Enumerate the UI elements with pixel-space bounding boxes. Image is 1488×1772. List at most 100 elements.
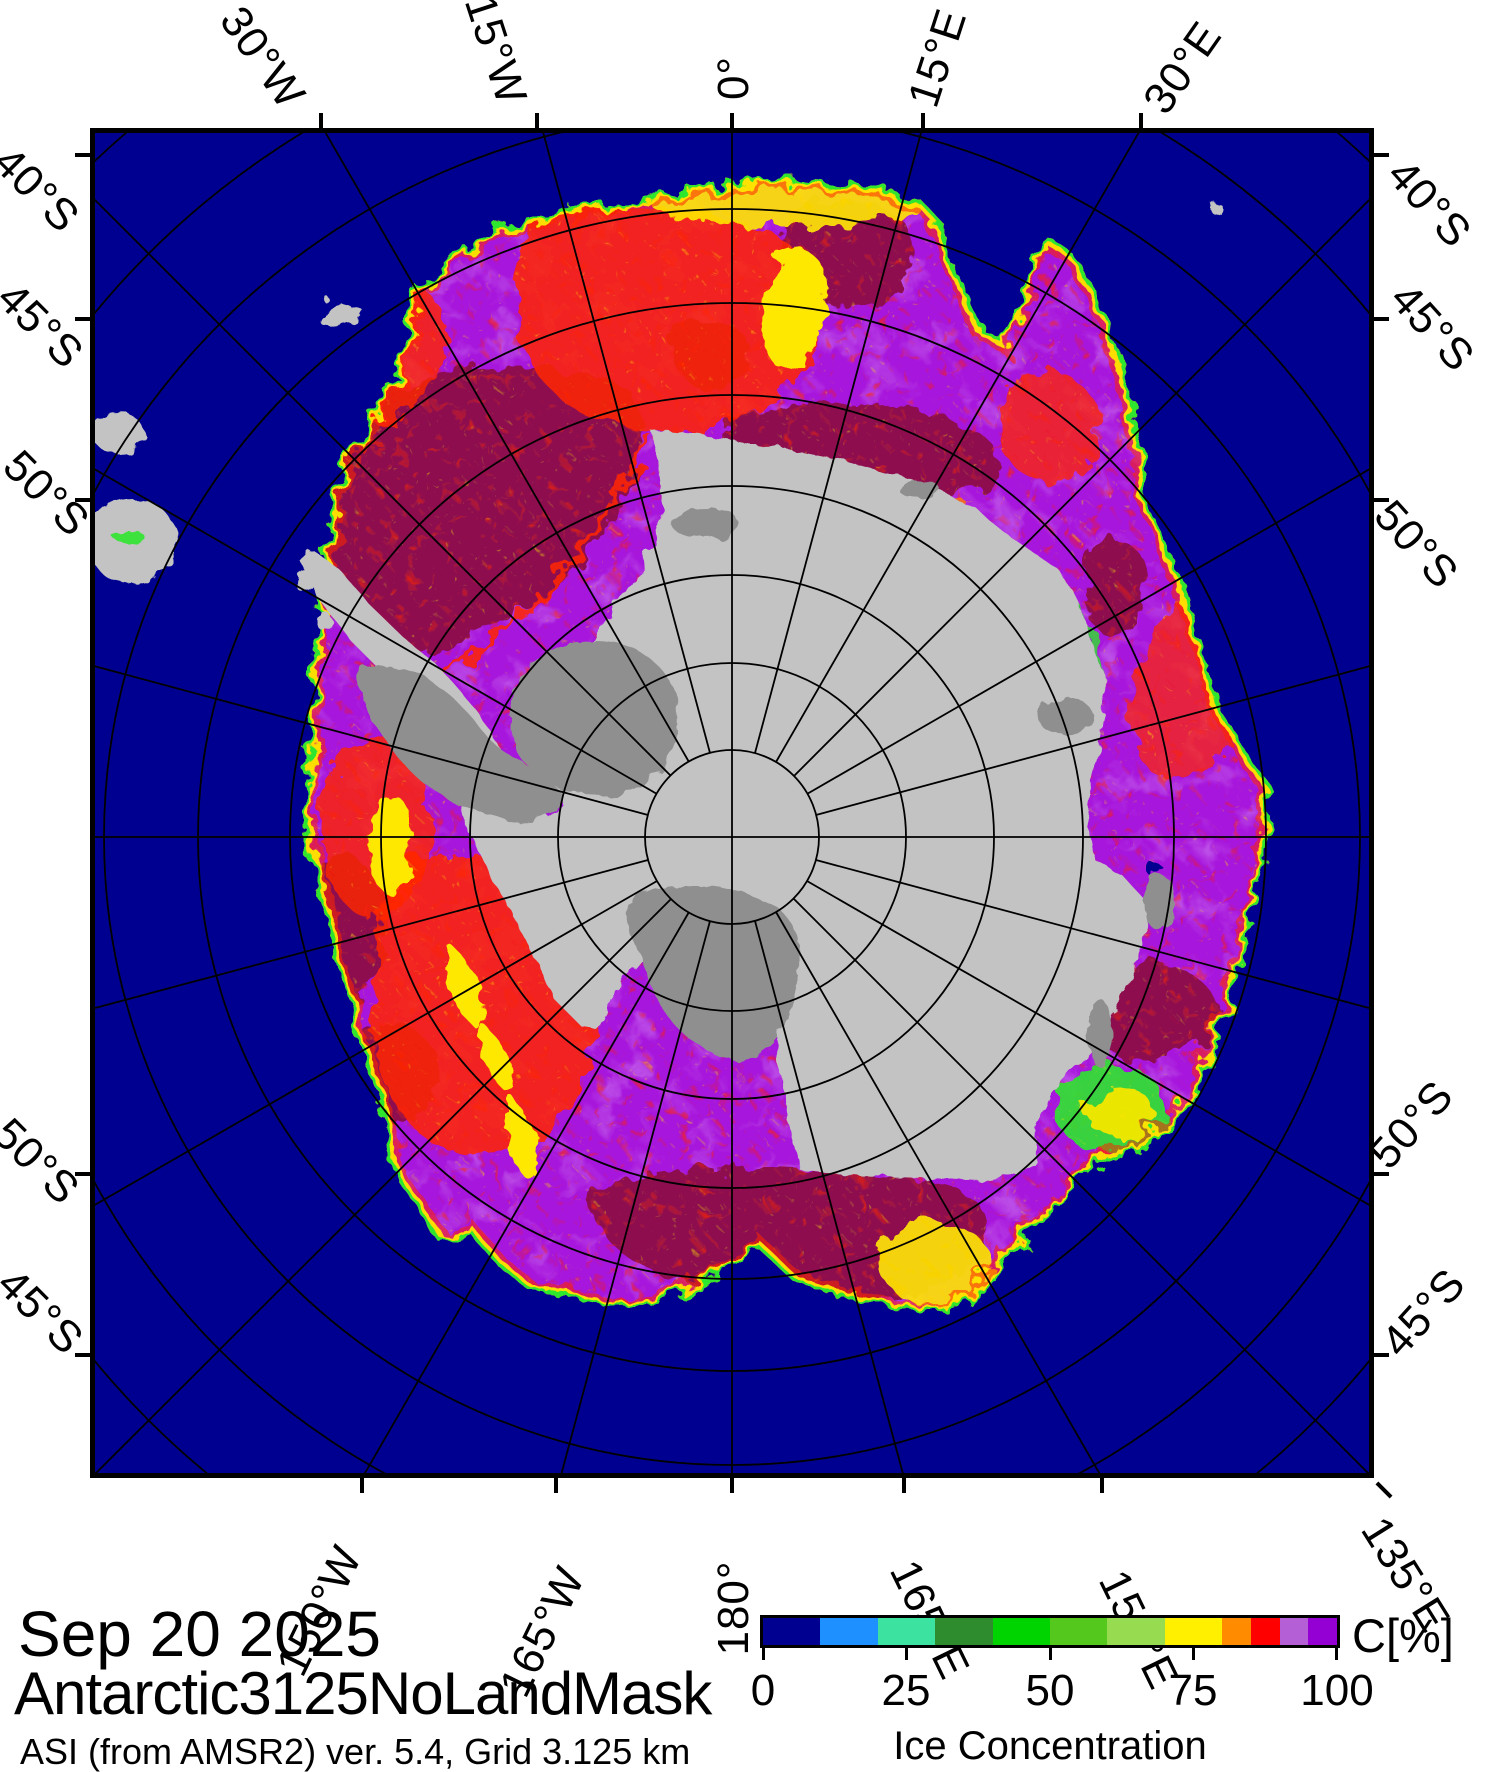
tick-bottom-150w xyxy=(360,1478,364,1493)
tick-left-45s xyxy=(75,317,90,321)
colorbar-seg-10-20 xyxy=(820,1618,878,1645)
tick-bottom-150e xyxy=(1100,1478,1104,1493)
lat-label-right-40s: 40°S xyxy=(1377,150,1481,258)
lat-label-right-45s: 45°S xyxy=(1380,274,1484,382)
meridian-45w xyxy=(90,193,672,777)
colorbar-tick-0 xyxy=(762,1648,765,1660)
land-dark-amery xyxy=(1037,698,1093,734)
colorbar-tick-25 xyxy=(905,1648,908,1660)
tick-top-0 xyxy=(730,113,734,128)
tick-right-50s xyxy=(1374,498,1389,502)
land-dark-dml xyxy=(900,480,940,500)
lat-label-right-50s-lower: 50°S xyxy=(1360,1071,1464,1179)
meridian-15w xyxy=(541,128,711,754)
colorbar-label-25: 25 xyxy=(881,1666,931,1715)
meridian-120e xyxy=(806,880,1374,1209)
tick-left-50s-lower xyxy=(75,1172,90,1176)
land-dark-ronne xyxy=(510,640,680,796)
meridian-105w xyxy=(90,859,649,1011)
source-caption: ASI (from AMSR2) ver. 5.4, Grid 3.125 km xyxy=(20,1731,691,1772)
colorbar-label-100: 100 xyxy=(1300,1666,1374,1715)
meridian-120w xyxy=(90,880,658,1209)
meridian-165w xyxy=(559,920,711,1478)
map-canvas xyxy=(90,128,1374,1478)
lat-label-left-50s-lower: 50°S xyxy=(0,1109,89,1215)
colorbar-seg-90-95 xyxy=(1279,1618,1309,1645)
tick-top-30w xyxy=(319,113,323,128)
tick-left-40s xyxy=(75,153,90,157)
continent xyxy=(300,430,1151,1181)
tick-bottom-165w xyxy=(554,1478,558,1493)
island-speck xyxy=(324,297,330,303)
meridian-30w xyxy=(321,128,690,763)
colorbar-label-75: 75 xyxy=(1168,1666,1218,1715)
meridian-30e xyxy=(775,128,1143,763)
colorbar-label-50: 50 xyxy=(1025,1666,1075,1715)
colorbar-seg-40-50 xyxy=(992,1618,1051,1645)
colorbar-tick-100 xyxy=(1335,1648,1338,1660)
tick-right-50s-lower xyxy=(1374,1172,1389,1176)
graticule xyxy=(90,128,1374,1478)
colorbar-caption: Ice Concentration xyxy=(893,1724,1207,1768)
colorbar-seg-60-70 xyxy=(1107,1618,1165,1645)
meridian-135e xyxy=(793,898,1374,1478)
colorbar-label-0: 0 xyxy=(750,1666,776,1715)
tick-corner-135e xyxy=(1375,1481,1393,1499)
colorbar-seg-30-40 xyxy=(935,1618,993,1645)
lon-label-15w: 15°W xyxy=(454,0,537,111)
meridian-150w xyxy=(361,911,690,1478)
coast-fringe-weddell xyxy=(428,431,651,686)
colorbar-seg-0-10 xyxy=(763,1618,821,1645)
lat-label-left-50s: 50°S xyxy=(0,441,99,547)
map-frame xyxy=(90,128,1374,1478)
lat-label-left-45s: 45°S xyxy=(0,273,93,379)
tick-right-45s-lower xyxy=(1374,1353,1389,1357)
land-dark-peninsula xyxy=(359,666,561,822)
island-east-dot xyxy=(1210,202,1222,214)
product-title: Antarctic3125NoLandMask xyxy=(14,1660,712,1727)
tick-left-50s xyxy=(75,498,90,502)
tick-left-45s-lower xyxy=(75,1353,90,1357)
tick-top-30e xyxy=(1139,113,1143,128)
meridian-15e xyxy=(754,128,924,754)
island-ice-speck xyxy=(114,532,146,544)
land-dark-east-a xyxy=(1144,875,1176,931)
sea-ice-map xyxy=(90,128,1374,1478)
lon-label-180: 180° xyxy=(709,1560,758,1656)
colorbar-unit-label: C[%] xyxy=(1352,1609,1454,1662)
tick-bottom-165e xyxy=(902,1478,906,1493)
meridian-45e xyxy=(793,193,1374,777)
land-dark-coats xyxy=(671,508,739,538)
meridian-135w xyxy=(90,898,672,1478)
colorbar-seg-85-90 xyxy=(1250,1618,1280,1645)
lon-label-15e: 15°E xyxy=(898,2,977,113)
island-small-b xyxy=(318,612,332,632)
meridian-165e xyxy=(754,920,906,1478)
land-dark-east-b xyxy=(1088,999,1112,1067)
tick-right-45s xyxy=(1374,317,1389,321)
colorbar-seg-20-30 xyxy=(877,1618,936,1645)
tick-bottom-180 xyxy=(730,1478,734,1493)
tick-top-15e xyxy=(921,113,925,128)
tick-top-15w xyxy=(535,113,539,128)
colorbar-tick-50 xyxy=(1049,1648,1052,1660)
colorbar-seg-95-100 xyxy=(1308,1618,1338,1645)
meridian-105e xyxy=(815,859,1374,1011)
meridian-150e xyxy=(775,911,1104,1478)
date-title: Sep 20 2025 xyxy=(18,1598,381,1670)
colorbar xyxy=(760,1615,1340,1648)
colorbar-seg-70-80 xyxy=(1164,1618,1223,1645)
meridian-75e xyxy=(815,664,1374,816)
meridian-75w xyxy=(90,664,649,816)
tick-right-40s xyxy=(1374,153,1389,157)
island-south-georgia xyxy=(92,413,144,453)
lat-label-right-50s: 50°S xyxy=(1364,491,1468,599)
island-orkney xyxy=(319,306,363,326)
colorbar-tick-75 xyxy=(1192,1648,1195,1660)
meridian-60w xyxy=(90,465,658,795)
lon-label-0: 0° xyxy=(709,55,758,101)
colorbar-seg-50-60 xyxy=(1050,1618,1108,1645)
lat-label-left-45s-lower: 45°S xyxy=(0,1259,93,1365)
lon-label-30e: 30°E xyxy=(1133,12,1232,123)
